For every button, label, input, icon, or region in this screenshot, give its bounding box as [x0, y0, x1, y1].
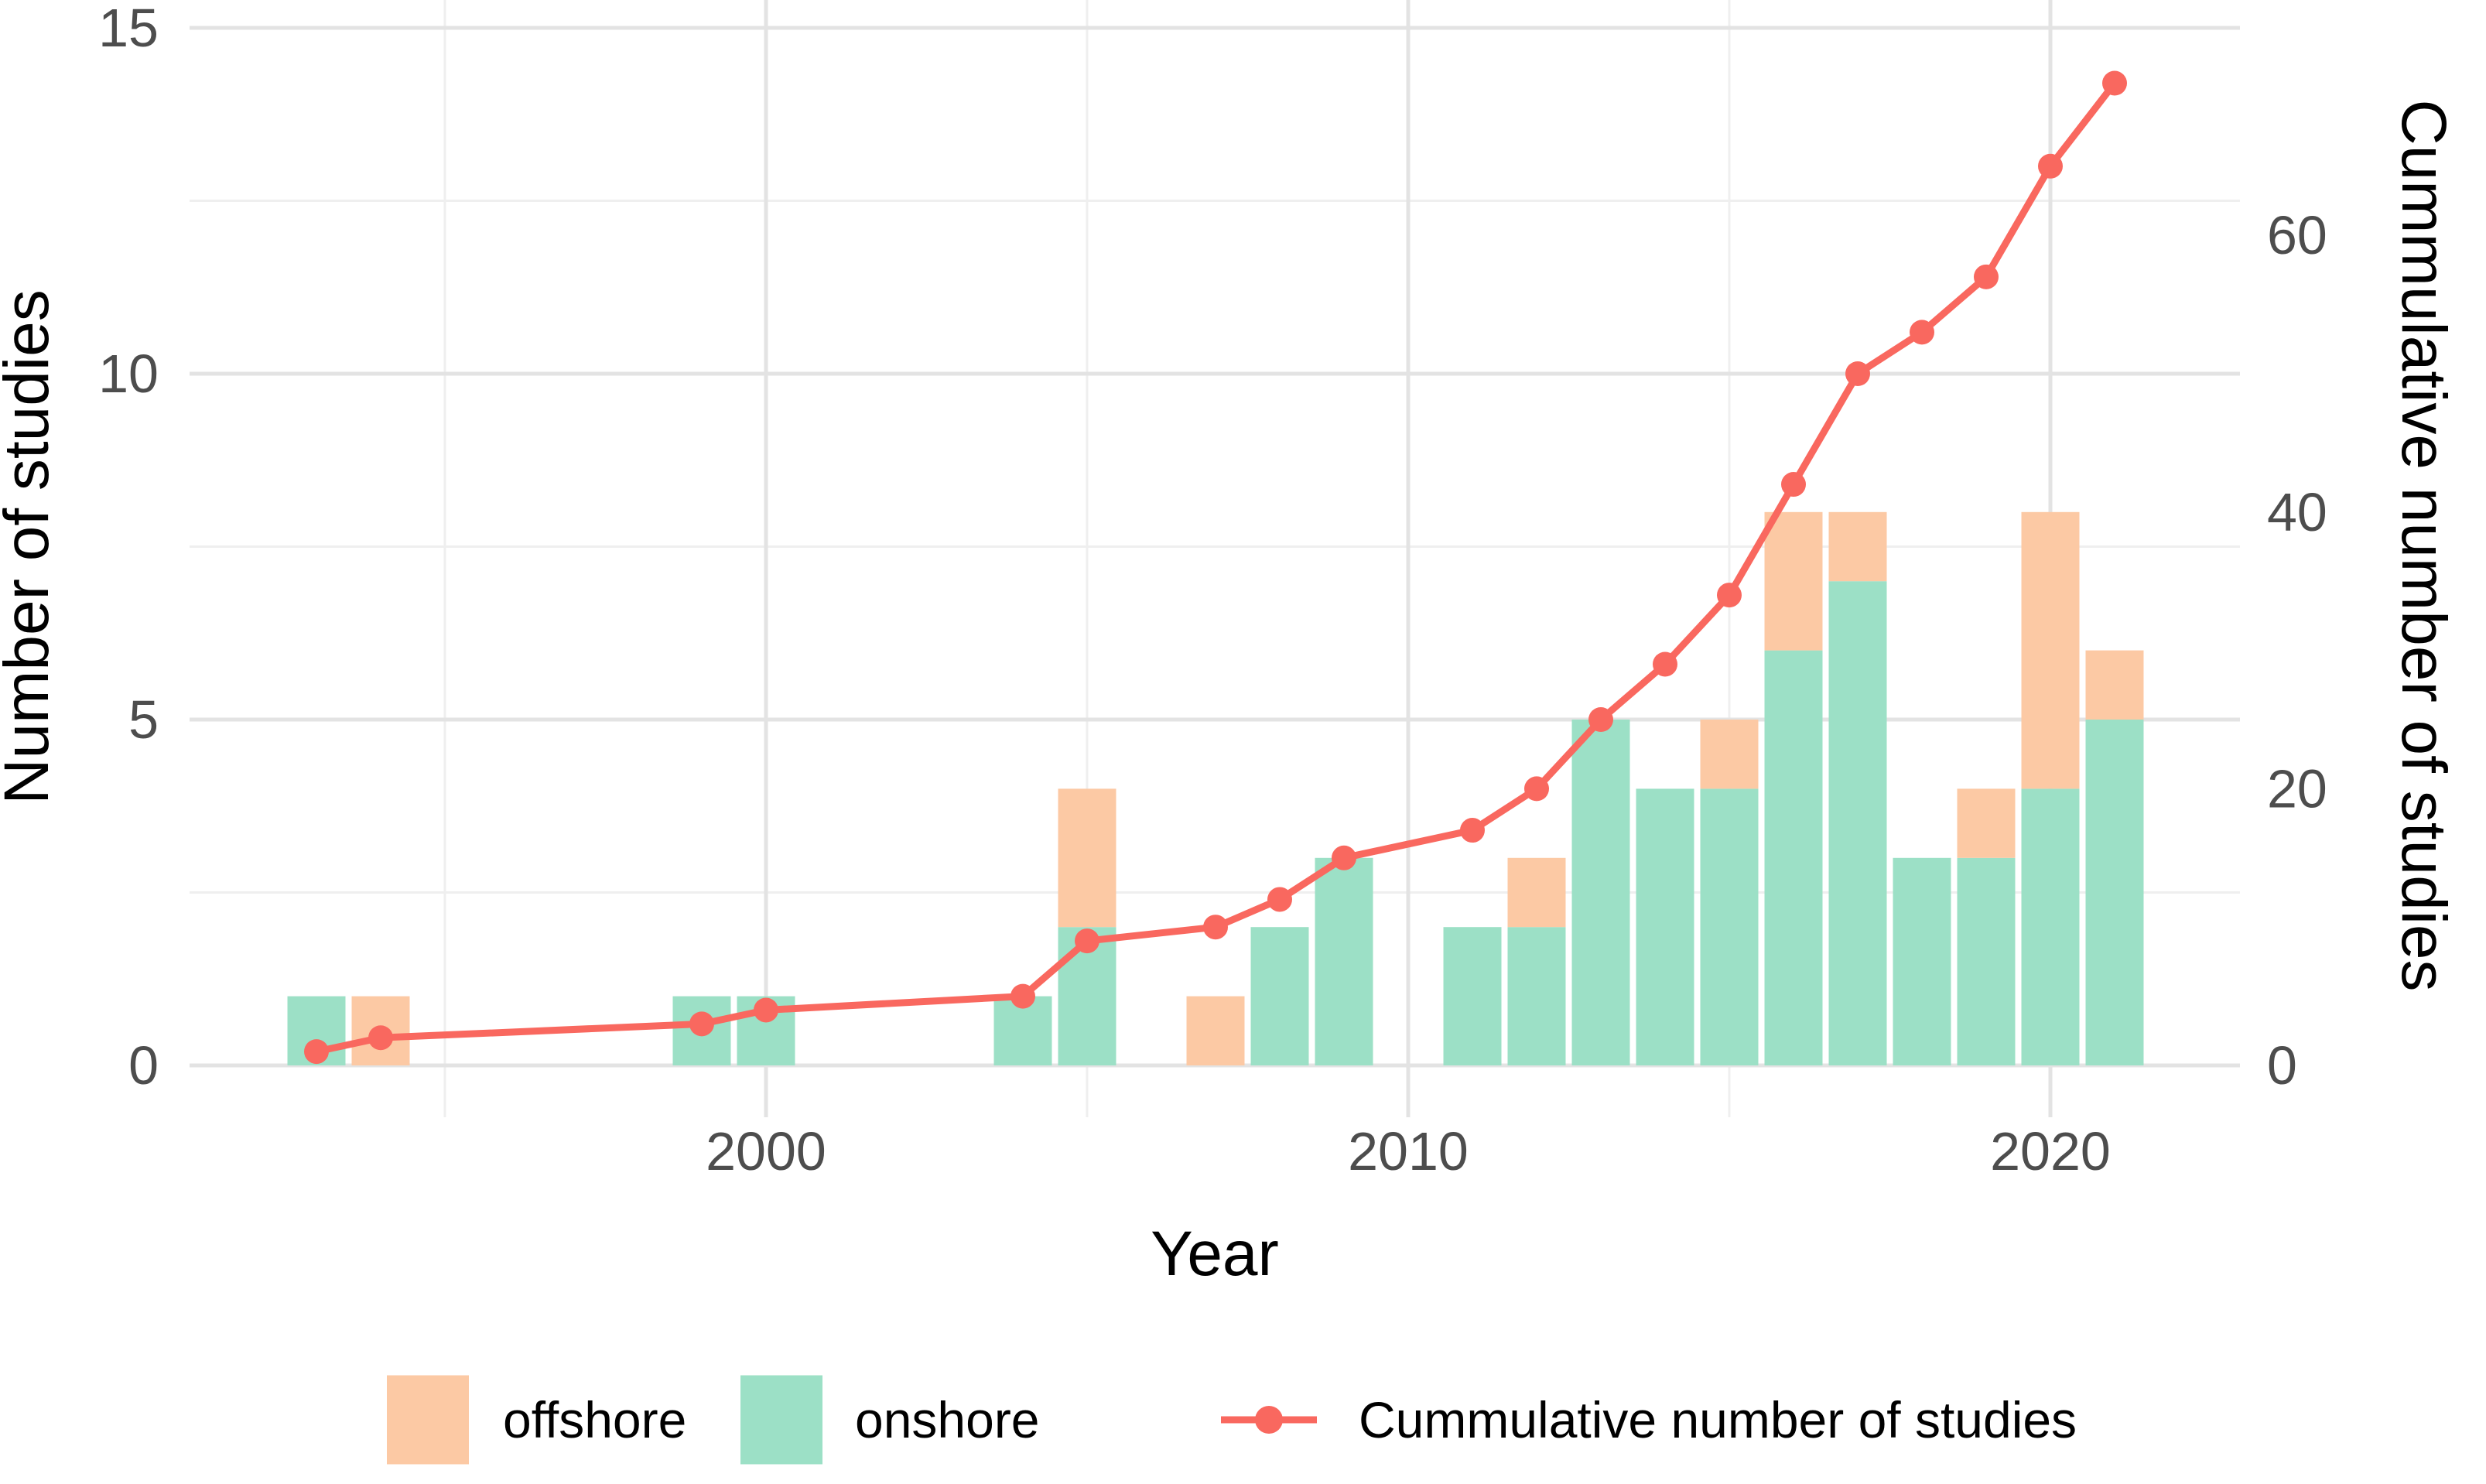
bar-2005-offshore	[1058, 788, 1116, 928]
cumulative-point-2014	[1653, 651, 1677, 677]
bar-2018-onshore	[1893, 857, 1951, 1065]
axis-tick-labels: 0 5 10 15 0 20 40 60 2000 2010 2020	[98, 0, 2327, 1181]
bar-2020-onshore	[2021, 788, 2080, 1065]
bar-2009-onshore	[1315, 857, 1373, 1065]
y-right-tick-label: 20	[2267, 758, 2327, 819]
cumulative-point-2007	[1203, 915, 1228, 940]
cumulative-point-2013	[1588, 707, 1613, 732]
y-left-tick-label: 15	[98, 0, 159, 58]
cumulative-point-2008	[1267, 887, 1292, 912]
bar-2021-offshore	[2085, 650, 2144, 720]
axis-titles: Year Number of studies Cummulative number …	[0, 99, 2459, 1289]
cumulative-point-2015	[1717, 583, 1742, 608]
x-tick-label: 2000	[706, 1121, 826, 1181]
cumulative-point-2020	[2038, 153, 2063, 179]
bars	[287, 511, 2144, 1065]
y-right-axis-title: Cummulative number of studies	[2389, 99, 2459, 991]
bar-2013-onshore	[1571, 720, 1630, 1065]
y-right-tick-label: 0	[2267, 1035, 2297, 1096]
y-right-tick-label: 60	[2267, 205, 2327, 265]
cumulative-point-1993	[304, 1039, 329, 1065]
cumulative-point-2009	[1332, 845, 1356, 870]
cumulative-point-2012	[1524, 776, 1549, 802]
legend-swatch-offshore	[387, 1375, 469, 1465]
bar-2015-onshore	[1700, 788, 1759, 1065]
cumulative-point-2016	[1781, 472, 1806, 498]
cumulative-point-2004	[1010, 983, 1035, 1009]
cumulative-point-2011	[1460, 818, 1485, 843]
bar-2017-offshore	[1828, 511, 1887, 582]
legend-point-key	[1255, 1406, 1283, 1434]
y-left-axis-title: Number of studies	[0, 289, 62, 804]
bar-2019-offshore	[1957, 788, 2016, 858]
cumulative-point-2018	[1910, 320, 1934, 345]
cumulative-point-1994	[368, 1025, 393, 1051]
x-axis-title: Year	[1151, 1219, 1279, 1289]
cumulative-point-2017	[1845, 361, 1870, 386]
cumulative-point-2005	[1075, 928, 1099, 954]
y-left-tick-label: 5	[128, 689, 159, 750]
legend-label-onshore: onshore	[855, 1391, 1040, 1448]
bar-2012-onshore	[1507, 927, 1566, 1065]
bar-2021-onshore	[2085, 720, 2144, 1065]
y-left-tick-label: 0	[128, 1035, 159, 1096]
legend-label-offshore: offshore	[503, 1391, 686, 1448]
bar-2011-onshore	[1443, 927, 1502, 1065]
bar-2007-offshore	[1186, 996, 1245, 1065]
bar-2016-onshore	[1764, 650, 1823, 1065]
x-tick-label: 2010	[1348, 1121, 1469, 1181]
cumulative-line-series	[304, 70, 2127, 1065]
legend: offshore onshore Cummulative number of stu…	[387, 1375, 2077, 1465]
bar-2020-offshore	[2021, 511, 2080, 789]
cumulative-line	[313, 80, 2118, 1055]
cumulative-point-2000	[754, 997, 778, 1023]
y-right-tick-label: 40	[2267, 482, 2327, 542]
bar-2014-onshore	[1636, 788, 1694, 1065]
cumulative-point-2019	[1974, 264, 1999, 289]
bar-2012-offshore	[1507, 857, 1566, 928]
cumulative-point-2021	[2102, 70, 2127, 96]
x-tick-label: 2020	[1990, 1121, 2111, 1181]
bar-2008-onshore	[1250, 927, 1309, 1065]
bar-2019-onshore	[1957, 857, 2016, 1065]
legend-label-cumulative: Cummulative number of studies	[1359, 1391, 2077, 1448]
bar-2015-offshore	[1700, 720, 1759, 789]
bar-2017-onshore	[1828, 581, 1887, 1065]
bar-2016-offshore	[1764, 511, 1823, 651]
legend-swatch-onshore	[740, 1375, 822, 1465]
y-left-tick-label: 10	[98, 344, 159, 404]
cumulative-point-1999	[689, 1011, 714, 1037]
